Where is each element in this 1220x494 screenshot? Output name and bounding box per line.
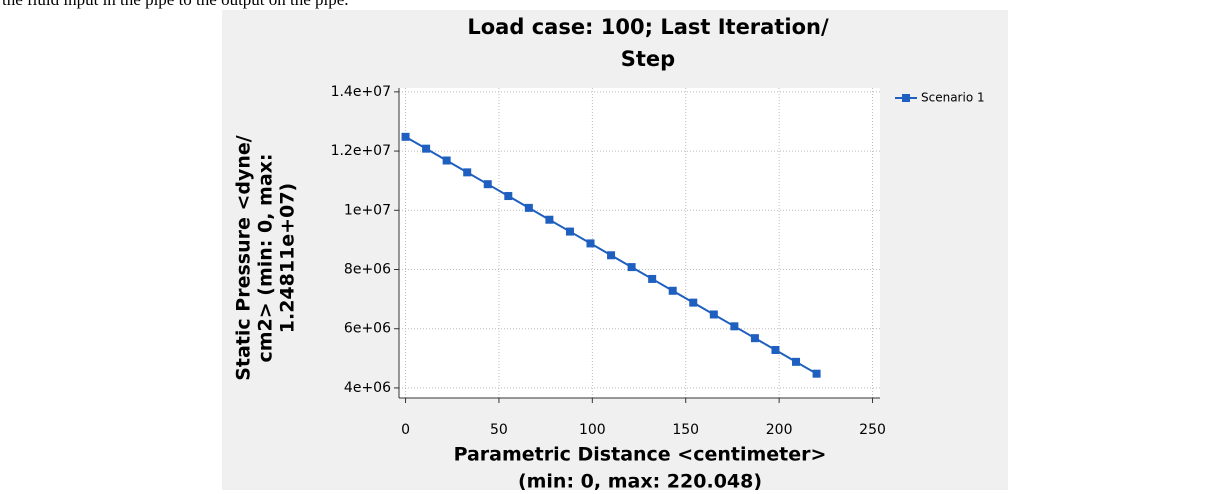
data-point xyxy=(565,227,574,236)
x-tick-label: 50 xyxy=(490,422,508,438)
data-point xyxy=(422,144,431,153)
x-tick-label: 250 xyxy=(859,422,886,438)
y-tick-label: 8e+06 xyxy=(344,261,391,277)
data-point xyxy=(709,310,718,319)
data-point xyxy=(689,298,698,307)
data-point xyxy=(750,334,759,343)
legend-marker xyxy=(902,94,910,102)
x-tick-label: 150 xyxy=(672,422,699,438)
y-tick-label: 1.4e+07 xyxy=(331,84,391,100)
plot-area xyxy=(399,88,880,398)
data-point xyxy=(504,192,513,201)
data-point xyxy=(545,215,554,224)
data-point xyxy=(483,180,492,189)
x-tick-label: 100 xyxy=(579,422,606,438)
chart-title: Load case: 100; Last Iteration/ xyxy=(467,15,829,39)
x-axis-label: Parametric Distance <centimeter> xyxy=(454,444,827,466)
data-point xyxy=(463,168,472,177)
y-tick-label: 1e+07 xyxy=(344,202,391,218)
y-axis-label: Static Pressure <dyne/ xyxy=(233,135,255,381)
x-tick-label: 200 xyxy=(766,422,793,438)
caption: the fluid input in the pipe to the outpu… xyxy=(2,0,349,9)
data-point xyxy=(627,263,636,272)
legend-label: Scenario 1 xyxy=(921,91,985,105)
data-point xyxy=(401,132,410,141)
data-point xyxy=(524,203,533,212)
data-point xyxy=(792,357,801,366)
x-axis-label: (min: 0, max: 220.048) xyxy=(518,471,762,491)
y-axis-label: cm2> (min: 0, max: xyxy=(255,153,277,362)
chart-title: Step xyxy=(621,47,675,71)
y-tick-label: 4e+06 xyxy=(344,380,391,396)
data-point xyxy=(771,346,780,355)
y-axis-label: 1.24811e+07) xyxy=(277,183,299,333)
data-point xyxy=(668,286,677,295)
x-tick-label: 0 xyxy=(401,422,410,438)
y-tick-label: 6e+06 xyxy=(344,321,391,337)
data-point xyxy=(586,239,595,248)
data-point xyxy=(812,369,821,378)
y-tick-label: 1.2e+07 xyxy=(331,143,391,159)
data-point xyxy=(607,251,616,260)
data-point xyxy=(648,274,657,283)
data-point xyxy=(442,156,451,165)
data-point xyxy=(730,322,739,331)
